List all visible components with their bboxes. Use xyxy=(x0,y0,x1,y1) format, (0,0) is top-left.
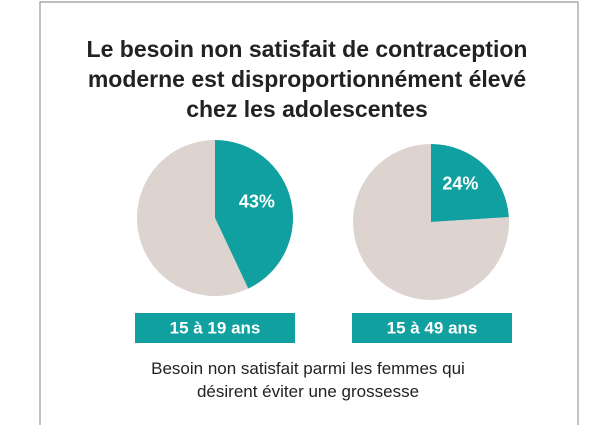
pie-label: 15 à 19 ans xyxy=(170,318,261,337)
caption: Besoin non satisfait parmi les femmes qu… xyxy=(151,359,465,401)
pie-slice xyxy=(431,144,509,222)
value-label: 24% xyxy=(442,173,478,193)
chart-title: Le besoin non satisfait de contraception… xyxy=(86,36,528,122)
pie-slice xyxy=(352,144,510,300)
pie-label: 15 à 49 ans xyxy=(387,318,478,337)
frame xyxy=(39,1,579,425)
label-box xyxy=(352,313,512,343)
pie-slice xyxy=(137,140,249,296)
pie-slice xyxy=(215,140,293,289)
label-box xyxy=(135,313,295,343)
value-label: 43% xyxy=(239,191,275,211)
